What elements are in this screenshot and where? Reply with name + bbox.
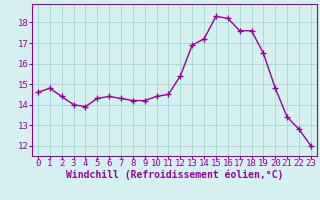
X-axis label: Windchill (Refroidissement éolien,°C): Windchill (Refroidissement éolien,°C) [66, 170, 283, 180]
